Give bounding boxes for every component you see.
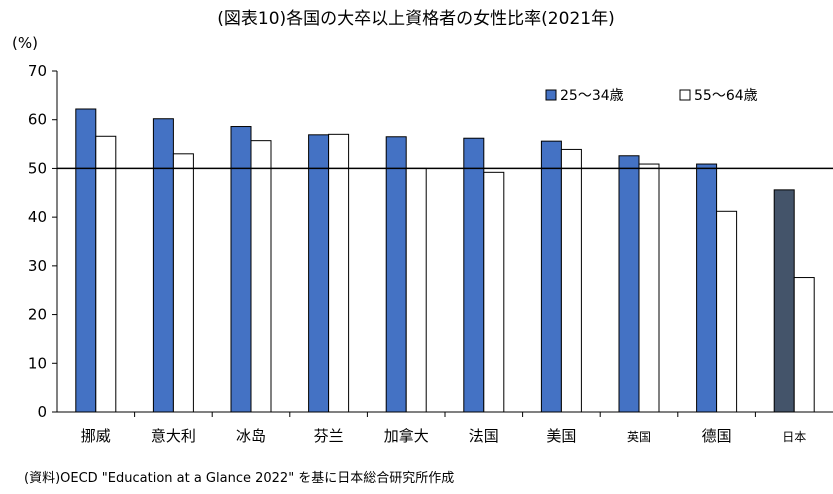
bar-55-64 <box>405 167 427 413</box>
x-tick-label: 加拿大 <box>384 427 429 445</box>
x-tick-label: 冰岛 <box>236 427 266 445</box>
bar-25-34 <box>308 134 330 413</box>
bar-55-64 <box>560 148 582 413</box>
legend-label-young: 25～34歳 <box>560 88 624 104</box>
axes <box>56 71 833 417</box>
bar-55-64 <box>638 163 660 413</box>
y-tick-label: 10 <box>28 354 47 372</box>
legend-label-old: 55～64歳 <box>694 88 758 104</box>
x-tick-label: 挪威 <box>81 427 111 445</box>
x-tick-label: 美国 <box>546 427 576 445</box>
bar-55-64 <box>250 140 272 413</box>
bar-55-64 <box>483 171 505 413</box>
x-tick-label: 英国 <box>627 430 651 444</box>
bar-55-64 <box>172 153 194 413</box>
source-note: (資料)OECD "Education at a Glance 2022" を基… <box>24 471 454 486</box>
legend-swatch-young <box>545 89 557 101</box>
bar-55-64 <box>793 277 815 413</box>
y-axis-label: (%) <box>12 34 38 52</box>
bar-25-34 <box>463 137 485 413</box>
y-tick-label: 50 <box>28 159 47 177</box>
bar-25-34 <box>618 155 640 413</box>
bar-25-34 <box>152 118 174 413</box>
x-axis: 挪威 意大利 冰岛 芬兰 加拿大 法国 美国 英国 德国 日本 <box>81 427 806 445</box>
legend-swatch-old <box>679 89 691 101</box>
y-tick-label: 60 <box>28 111 47 129</box>
bar-25-34 <box>696 163 718 413</box>
x-tick-label: 法国 <box>469 427 499 445</box>
legend: 25～34歳 55～64歳 <box>545 88 758 104</box>
y-tick-label: 30 <box>28 257 47 275</box>
bar-55-64 <box>328 133 350 413</box>
x-tick-label: 芬兰 <box>314 427 344 445</box>
bar-25-34 <box>385 136 407 413</box>
y-tick-label: 70 <box>28 62 47 80</box>
y-tick-label: 20 <box>28 306 47 324</box>
bar-25-34 <box>540 140 562 413</box>
y-tick-label: 0 <box>37 403 47 421</box>
bar-25-34 <box>230 126 252 413</box>
y-axis: 0 10 20 30 40 50 60 70 <box>28 62 57 421</box>
x-tick-label: 意大利 <box>151 427 196 445</box>
bar-55-64 <box>95 135 117 413</box>
bar-25-34 <box>773 189 795 413</box>
x-tick-label: 德国 <box>702 427 732 445</box>
bars <box>75 108 815 413</box>
y-tick-label: 40 <box>28 208 47 226</box>
bar-25-34 <box>75 108 97 413</box>
chart-title: (図表10)各国の大卒以上資格者の女性比率(2021年) <box>217 9 614 29</box>
bar-55-64 <box>716 210 738 413</box>
x-tick-label: 日本 <box>782 430 806 444</box>
